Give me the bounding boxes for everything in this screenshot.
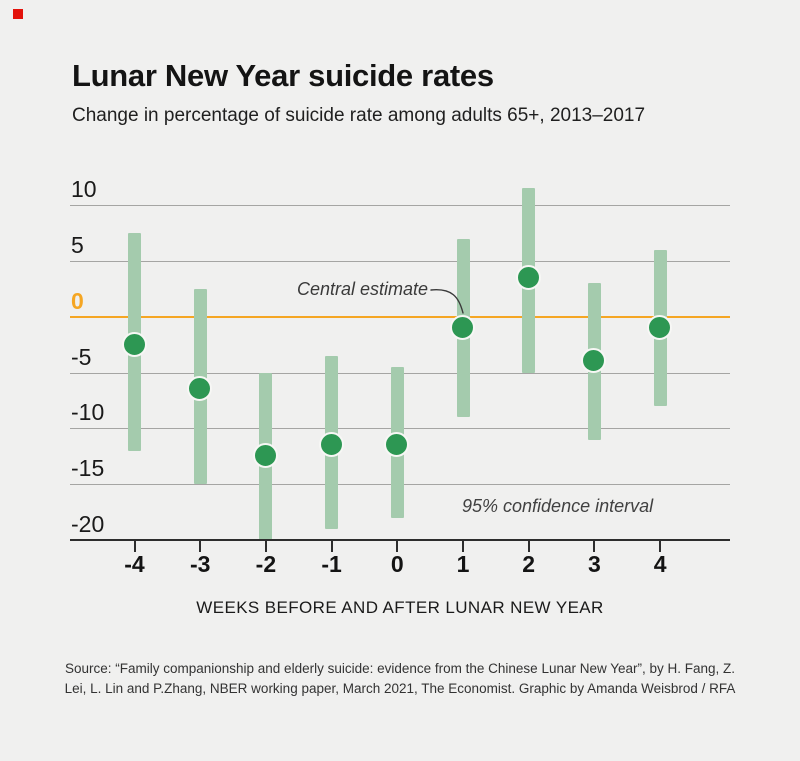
y-axis-tick-label: -20 <box>71 511 105 538</box>
zero-baseline <box>70 315 730 318</box>
central-estimate-dot <box>450 314 475 340</box>
x-axis-tick <box>659 540 662 552</box>
central-estimate-dot <box>318 432 344 458</box>
x-axis-title: WEEKS BEFORE AND AFTER LUNAR NEW YEAR <box>196 598 604 617</box>
x-axis-tick-label: -2 <box>255 551 277 577</box>
source-credit-text: Source: “Family companionship and elderl… <box>64 661 736 696</box>
x-axis-tick <box>527 540 530 552</box>
x-axis-tick-label: -4 <box>124 551 145 577</box>
central-estimate-dot <box>581 348 607 374</box>
y-axis-tick-label: -10 <box>71 399 105 426</box>
y-axis-tick-label: 5 <box>71 231 84 258</box>
chart-title: Lunar New Year suicide rates <box>72 58 494 93</box>
y-axis-tick-label: 10 <box>71 176 97 202</box>
x-axis-tick-label: 2 <box>522 551 536 577</box>
x-axis-tick-label: 4 <box>653 551 667 577</box>
x-axis-tick <box>264 540 267 552</box>
x-axis-tick <box>396 540 399 552</box>
x-axis-tick <box>133 540 136 552</box>
y-gridline <box>70 205 730 206</box>
x-axis-tick <box>462 540 464 552</box>
brand-red-square <box>13 9 23 19</box>
x-axis-tick-label: 1 <box>456 551 470 577</box>
x-axis-tick <box>199 540 202 552</box>
central-estimate-dot <box>121 331 147 357</box>
central-estimate-dot <box>647 314 673 340</box>
x-axis-tick-label: 0 <box>390 551 404 577</box>
y-axis-tick-label: 0 <box>71 287 84 314</box>
central-estimate-dot <box>515 264 541 290</box>
x-axis-tick-label: 3 <box>587 551 601 577</box>
central-estimate-dot <box>187 376 213 402</box>
central-estimate-annotation: Central estimate <box>297 279 429 299</box>
y-gridline <box>70 260 730 262</box>
y-axis-tick-label: -5 <box>71 343 92 370</box>
central-estimate-dot <box>384 432 410 458</box>
y-axis-tick-label: -15 <box>71 455 105 482</box>
x-axis-line <box>70 538 730 541</box>
x-axis-tick-label: -1 <box>321 551 342 577</box>
x-axis-tick <box>330 540 333 552</box>
confidence-interval-annotation: 95% confidence interval <box>462 496 654 516</box>
central-estimate-dot <box>252 443 278 469</box>
chart-subtitle: Change in percentage of suicide rate amo… <box>72 105 646 126</box>
x-axis-tick <box>593 540 596 552</box>
x-axis-tick-label: -3 <box>189 551 211 577</box>
